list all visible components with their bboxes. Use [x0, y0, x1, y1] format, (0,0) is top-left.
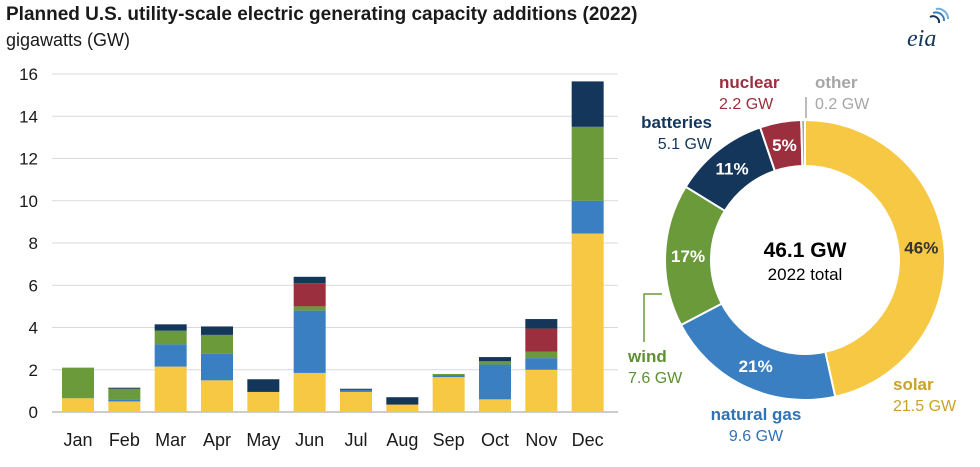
bar-Aug-solar [386, 404, 419, 412]
donut-label-name-nuclear: nuclear [719, 73, 780, 92]
donut-label-name-natural_gas: natural gas [711, 405, 802, 424]
donut-label-name-solar: solar [893, 375, 934, 394]
donut-labels: solar 21.5 GW natural gas 9.6 GW wind 7.6 GW b… [627, 73, 957, 445]
bar-Nov-wind [525, 351, 558, 359]
donut-label-name-other: other [815, 73, 858, 92]
eia-logo: eia [907, 7, 950, 52]
donut-label-value-natural_gas: 9.6 GW [729, 428, 784, 445]
x-tick-label: Apr [203, 430, 231, 450]
x-tick-label: Jun [295, 430, 324, 450]
donut-label-name-wind: wind [627, 347, 667, 366]
donut-label-value-batteries: 5.1 GW [658, 136, 713, 153]
x-tick-label: Aug [386, 430, 418, 450]
bar-Jun-natural_gas [293, 310, 326, 373]
x-tick-label: Sep [433, 430, 465, 450]
bar-Mar-batteries [154, 324, 187, 331]
y-tick-label: 4 [29, 319, 38, 338]
bar-Sep-natural_gas [432, 375, 465, 378]
donut-pct-nuclear: 5% [772, 136, 797, 155]
bar-Nov-batteries [525, 319, 558, 329]
bar-Oct-natural_gas [479, 364, 511, 400]
bar-Feb-solar [108, 401, 141, 412]
bar-Jul-natural_gas [340, 389, 372, 392]
bar-Jun-batteries [293, 276, 326, 284]
bar-Mar-natural_gas [154, 344, 187, 367]
donut-total-value: 46.1 GW [764, 239, 847, 262]
y-axis-ticks: 0 2 4 6 8 10 12 14 16 [19, 65, 38, 422]
logo-text: eia [907, 26, 936, 52]
bar-Apr-solar [201, 380, 233, 412]
donut-pct-solar: 46% [904, 238, 938, 257]
bar-Nov-natural_gas [525, 358, 558, 370]
donut-pct-wind: 17% [671, 247, 705, 266]
donut-label-value-other: 0.2 GW [815, 96, 870, 113]
bar-Apr-natural_gas [201, 353, 233, 381]
bar-Jul-solar [340, 391, 372, 412]
bar-Jun-solar [293, 372, 326, 412]
bar-Sep-solar [432, 377, 465, 412]
x-tick-label: Jan [63, 430, 92, 450]
bar-Mar-wind [154, 330, 187, 345]
x-tick-label: May [246, 430, 280, 450]
donut-label-value-wind: 7.6 GW [628, 370, 683, 387]
x-tick-label: Nov [525, 430, 557, 450]
x-tick-label: Mar [155, 430, 186, 450]
x-tick-label: Dec [572, 430, 604, 450]
bar-Dec-natural_gas [571, 200, 604, 234]
y-gridlines [52, 73, 618, 413]
y-tick-label: 16 [19, 65, 38, 84]
donut-slice-other [800, 118, 806, 168]
x-tick-label: Jul [344, 430, 367, 450]
bar-May-solar [247, 391, 280, 412]
donut-pct-batteries: 11% [716, 160, 749, 179]
x-tick-label: Oct [481, 430, 509, 450]
y-tick-label: 2 [29, 361, 38, 380]
x-axis-ticks: Jan Feb Mar Apr May Jun Jul Aug Sep Oct Nov Dec [63, 430, 603, 450]
donut-label-value-solar: 21.5 GW [893, 398, 957, 415]
bar-Mar-solar [154, 366, 187, 412]
y-tick-label: 8 [29, 234, 38, 253]
donut-chart: 46% 21% 17% 11% 5% 46.1 GW 2022 total [664, 118, 946, 401]
bar-Dec-solar [571, 233, 604, 412]
donut-slice-natural_gas [679, 302, 837, 401]
bar-Apr-batteries [201, 326, 233, 335]
leader-wind [643, 293, 662, 342]
y-tick-label: 12 [19, 150, 38, 169]
bar-Nov-nuclear [525, 328, 558, 352]
y-tick-label: 14 [19, 107, 38, 126]
chart-title: Planned U.S. utility-scale electric gene… [6, 4, 638, 25]
bar-Oct-batteries [479, 357, 511, 362]
y-tick-label: 10 [19, 192, 38, 211]
bar-series [62, 81, 604, 412]
y-tick-label: 6 [29, 276, 38, 295]
bar-Dec-batteries [571, 81, 604, 127]
donut-label-value-nuclear: 2.2 GW [719, 96, 774, 113]
bar-Jan-solar [62, 398, 94, 412]
y-tick-label: 0 [29, 403, 38, 422]
chart-subtitle: gigawatts (GW) [6, 30, 131, 50]
donut-total-label: 2022 total [768, 265, 843, 284]
donut-pct-natural_gas: 21% [739, 357, 773, 376]
bar-Sep-wind [432, 373, 465, 376]
bar-Feb-natural_gas [108, 399, 141, 402]
x-tick-label: Feb [109, 430, 140, 450]
bar-Oct-solar [479, 399, 511, 412]
bar-Feb-batteries [108, 387, 141, 389]
bar-Jul-batteries [340, 388, 372, 390]
bar-Jun-nuclear [293, 283, 326, 307]
bar-Dec-wind [571, 126, 604, 201]
bar-Feb-wind [108, 388, 141, 400]
donut-label-name-batteries: batteries [641, 113, 712, 132]
bar-Oct-wind [479, 361, 511, 365]
bar-Apr-wind [201, 334, 233, 354]
bar-Jan-wind [62, 367, 94, 399]
bar-Nov-solar [525, 369, 558, 412]
logo-arcs-icon [929, 7, 950, 24]
bar-May-batteries [247, 379, 280, 392]
donut-slice-solar [804, 118, 946, 398]
bar-Jun-wind [293, 306, 326, 311]
bar-Aug-batteries [386, 397, 419, 405]
